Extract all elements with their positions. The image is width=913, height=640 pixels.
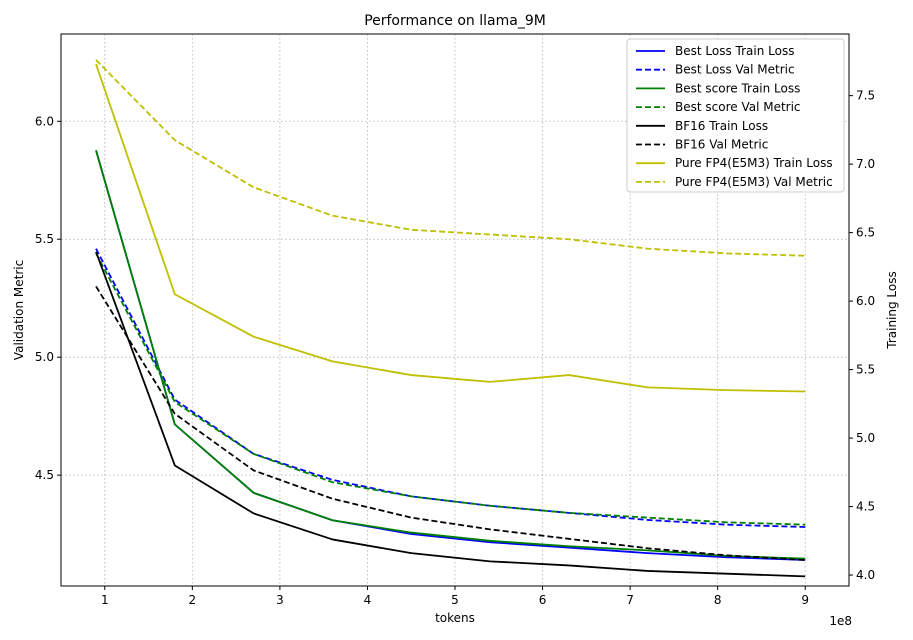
y-tick-label-right: 6.5 bbox=[856, 226, 875, 240]
series-line-2 bbox=[95, 150, 806, 560]
x-offset-label: 1e8 bbox=[829, 614, 852, 628]
y-tick-label-right: 5.0 bbox=[856, 431, 875, 445]
y-tick-label-left: 4.5 bbox=[35, 468, 54, 482]
x-tick-label: 6 bbox=[539, 593, 547, 607]
series-line-1 bbox=[95, 248, 806, 528]
y-tick-label-left: 6.0 bbox=[35, 114, 54, 128]
x-tick-label: 4 bbox=[364, 593, 372, 607]
series-line-6 bbox=[95, 63, 806, 393]
ticks-layer: 1 2 3 4 5 6 7 8 9 4.5 5.0 5.5 6.0 4.0 4.5 5.0 5.5 6.0 6.5 7… bbox=[35, 89, 875, 607]
legend-label-5: BF16 Val Metric bbox=[675, 138, 768, 152]
series-line-7 bbox=[95, 59, 806, 257]
series-line-4 bbox=[95, 251, 806, 578]
x-tick-label: 8 bbox=[714, 593, 722, 607]
legend-label-6: Pure FP4(E5M3) Train Loss bbox=[675, 156, 833, 170]
legend: Best Loss Train Loss Best Loss Val Metric… bbox=[626, 38, 845, 193]
legend-label-2: Best score Train Loss bbox=[675, 81, 800, 95]
series-layer bbox=[95, 59, 806, 578]
legend-label-4: BF16 Train Loss bbox=[675, 119, 768, 133]
y-axis-title-right: Training Loss bbox=[885, 271, 899, 349]
legend-label-1: Best Loss Val Metric bbox=[675, 63, 795, 77]
x-axis-title: tokens bbox=[435, 611, 475, 625]
chart-title: Performance on llama_9M bbox=[364, 13, 546, 29]
legend-label-7: Pure FP4(E5M3) Val Metric bbox=[675, 175, 833, 189]
y-tick-label-left: 5.0 bbox=[35, 350, 54, 364]
legend-box bbox=[626, 38, 845, 193]
x-tick-label: 2 bbox=[189, 593, 197, 607]
y-tick-label-right: 6.0 bbox=[856, 294, 875, 308]
y-tick-label-left: 5.5 bbox=[35, 232, 54, 246]
x-tick-label: 5 bbox=[451, 593, 459, 607]
legend-label-3: Best score Val Metric bbox=[675, 100, 801, 114]
y-tick-label-right: 7.0 bbox=[856, 157, 875, 171]
y-tick-label-right: 7.5 bbox=[856, 89, 875, 103]
y-axis-title-left: Validation Metric bbox=[12, 260, 26, 360]
y-tick-label-right: 4.0 bbox=[856, 568, 875, 582]
series-line-3 bbox=[95, 252, 806, 526]
x-tick-label: 7 bbox=[626, 593, 634, 607]
x-tick-label: 1 bbox=[101, 593, 109, 607]
x-tick-label: 3 bbox=[276, 593, 284, 607]
series-line-0 bbox=[95, 150, 806, 561]
series-line-5 bbox=[95, 285, 806, 561]
x-tick-label: 9 bbox=[801, 593, 809, 607]
y-tick-label-right: 4.5 bbox=[856, 500, 875, 514]
legend-label-0: Best Loss Train Loss bbox=[675, 44, 794, 58]
y-tick-label-right: 5.5 bbox=[856, 363, 875, 377]
